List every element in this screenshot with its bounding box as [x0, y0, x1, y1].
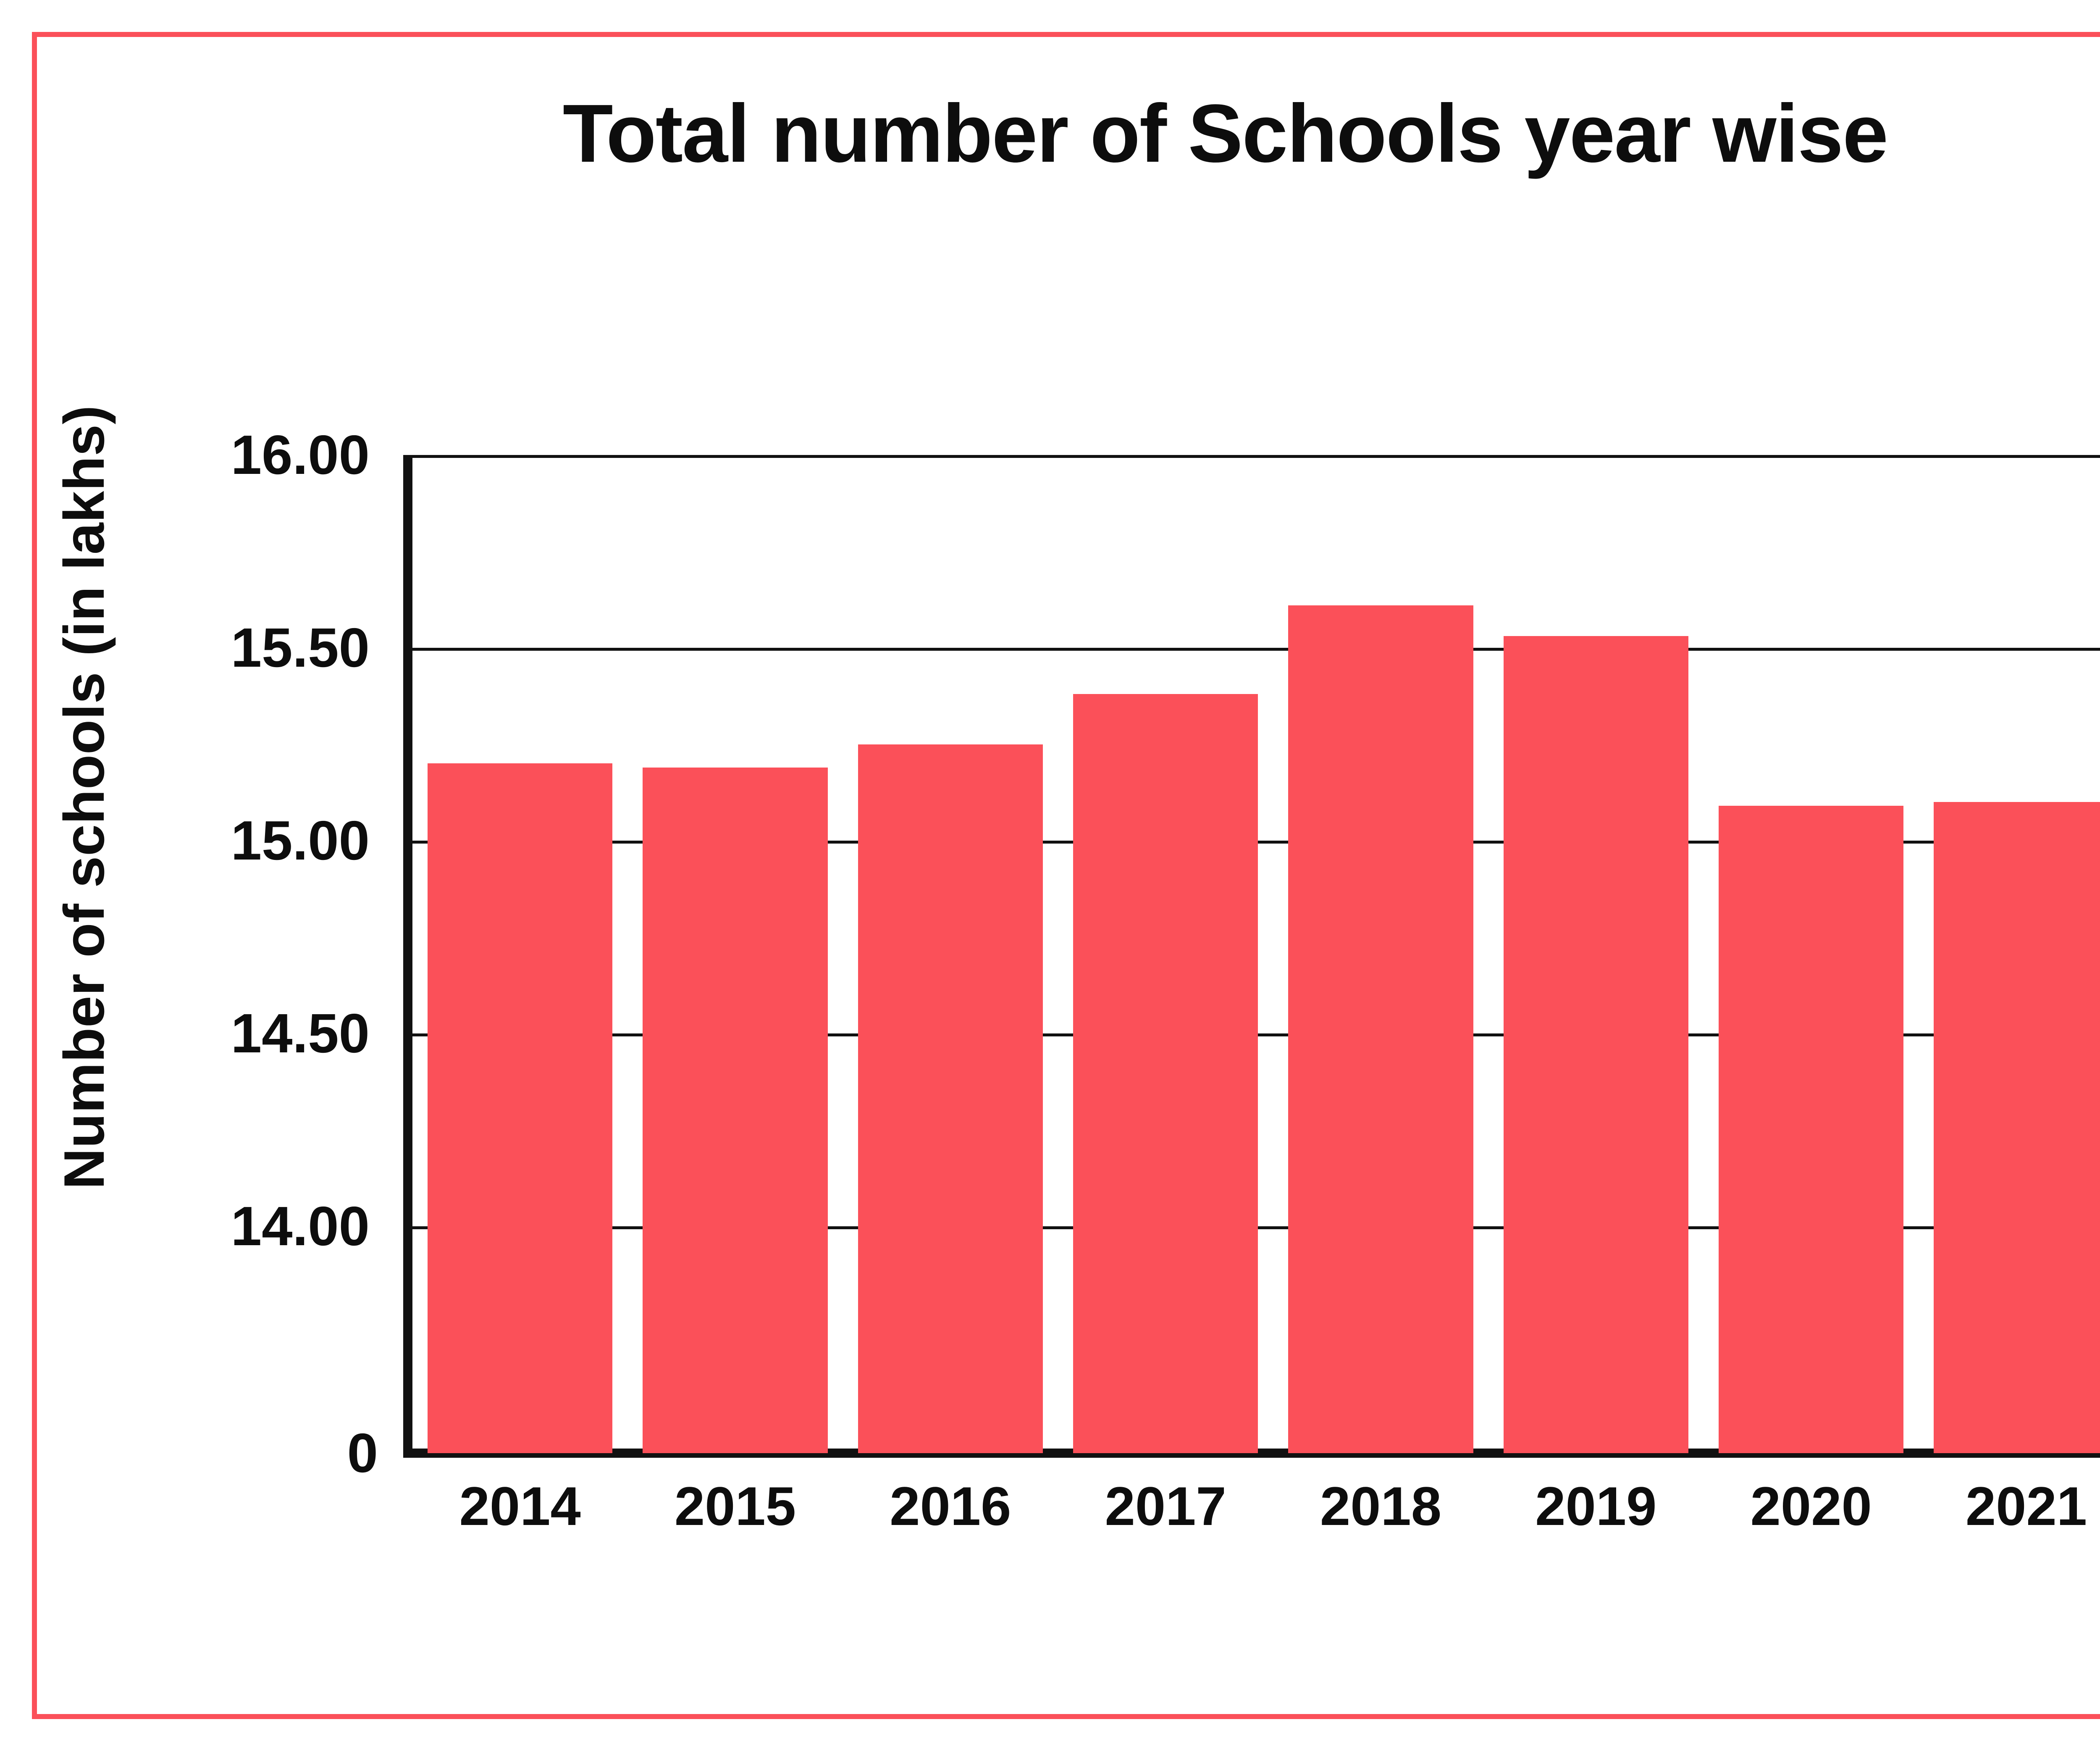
x-axis-tick-label: 2015 [674, 1475, 796, 1537]
bar [1288, 605, 1473, 1453]
x-axis-tick-label: 2014 [459, 1475, 581, 1537]
x-axis-tick-label: 2016 [890, 1475, 1011, 1537]
y-axis-tick-label: 14.50 [231, 1002, 370, 1064]
bar-series [412, 455, 2100, 1453]
bar [1934, 802, 2100, 1453]
y-axis-tick-label: 15.50 [231, 617, 370, 678]
bar [643, 767, 828, 1453]
chart-title: Total number of Schools year wise [562, 87, 1888, 179]
y-axis-tick-label: 14.00 [231, 1195, 370, 1257]
x-axis-tick-label: 2018 [1320, 1475, 1442, 1537]
bar [1073, 694, 1258, 1453]
bar [1718, 806, 1904, 1453]
x-axis-tick-label: 2019 [1535, 1475, 1657, 1537]
x-axis-tick-labels: 201420152016201720182019202020212022 [412, 1479, 2100, 1563]
bar [427, 763, 613, 1453]
y-axis-tick-labels: 16.00 15.50 15.00 14.50 14.00 [0, 0, 378, 1751]
bar [858, 744, 1043, 1453]
y-axis-zero-label: 0 [347, 1422, 378, 1484]
y-axis-tick-label: 15.00 [231, 810, 370, 871]
x-axis-tick-label: 2021 [1965, 1475, 2087, 1537]
x-axis-tick-label: 2017 [1105, 1475, 1226, 1537]
x-axis-tick-label: 2020 [1750, 1475, 1872, 1537]
y-axis-tick-label: 16.00 [231, 424, 370, 486]
bar [1503, 636, 1689, 1453]
